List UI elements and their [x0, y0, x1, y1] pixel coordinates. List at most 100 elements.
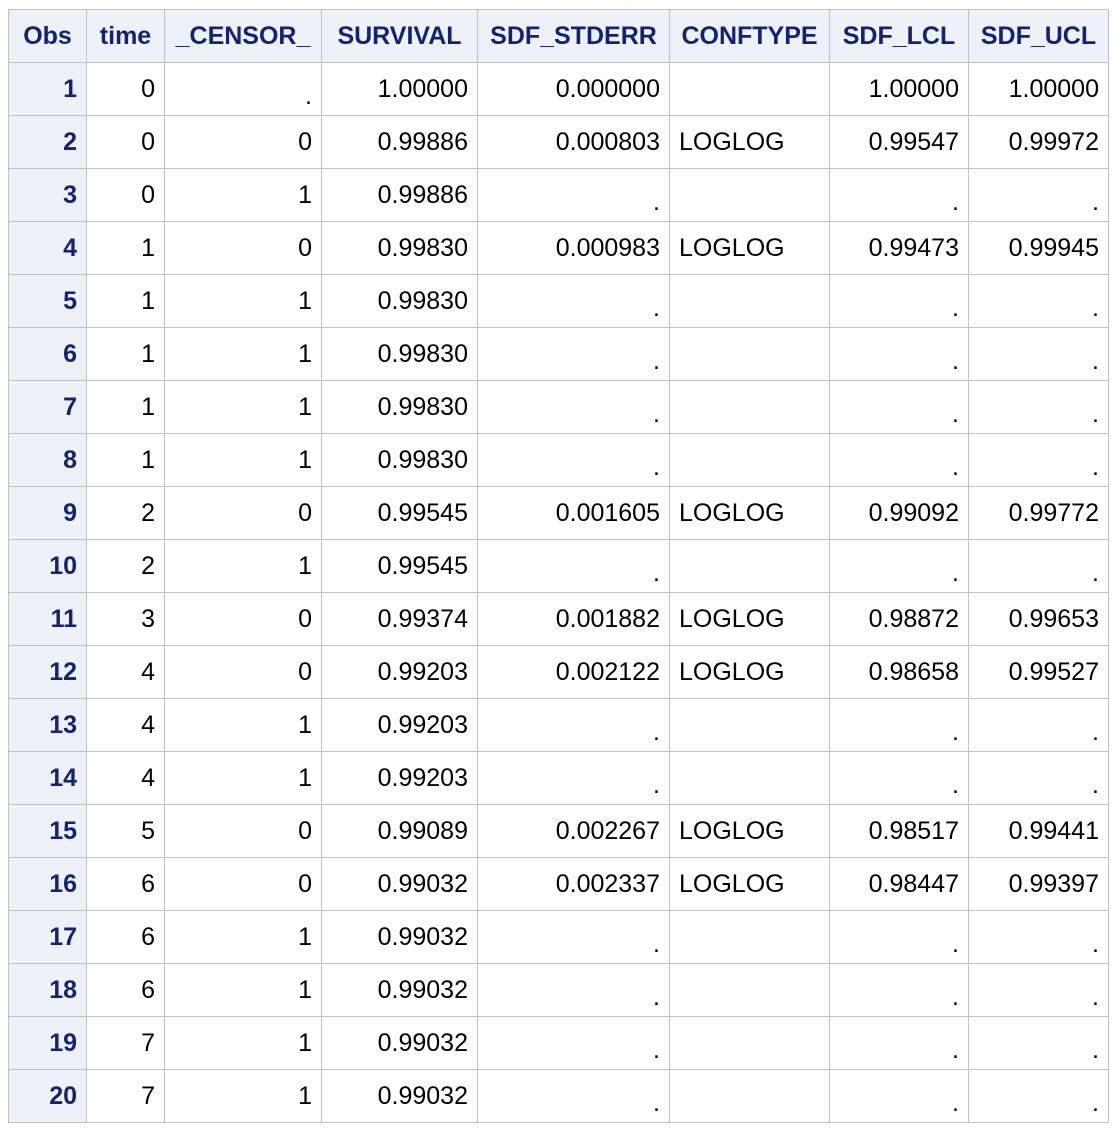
table-row: 5 1 1 0.99830... — [8, 274, 1109, 328]
table-row: 7 1 1 0.99830... — [8, 380, 1109, 434]
obs-cell: 12 — [8, 645, 87, 699]
censor-cell: 1 — [164, 1016, 322, 1070]
sdf-lcl-cell: 0.99473 — [829, 221, 969, 275]
sdf-lcl-cell: 0.98517 — [829, 804, 969, 858]
survival-cell: 1.00000 — [321, 62, 478, 116]
conftype-cell — [669, 698, 830, 752]
time-cell: 2 — [86, 486, 165, 540]
sdf-stderr-cell: . — [477, 751, 670, 805]
obs-cell: 1 — [8, 62, 87, 116]
table-row: 14 4 1 0.99203... — [8, 751, 1109, 805]
censor-cell: 1 — [164, 963, 322, 1017]
column-header-conftype: CONFTYPE — [669, 9, 830, 63]
obs-cell: 9 — [8, 486, 87, 540]
censor-cell: . — [164, 62, 322, 116]
sdf-ucl-cell: . — [968, 433, 1109, 487]
column-header-time: time — [86, 9, 165, 63]
censor-cell: 1 — [164, 274, 322, 328]
censor-cell: 0 — [164, 221, 322, 275]
time-cell: 0 — [86, 115, 165, 169]
survival-cell: 0.99203 — [321, 751, 478, 805]
obs-cell: 7 — [8, 380, 87, 434]
survival-cell: 0.99203 — [321, 645, 478, 699]
survival-cell: 0.99032 — [321, 910, 478, 964]
conftype-cell: LOGLOG — [669, 221, 830, 275]
time-cell: 5 — [86, 804, 165, 858]
sdf-stderr-cell: . — [477, 380, 670, 434]
sdf-stderr-cell: . — [477, 274, 670, 328]
sdf-ucl-cell: . — [968, 751, 1109, 805]
sdf-ucl-cell: . — [968, 168, 1109, 222]
sdf-lcl-cell: . — [829, 698, 969, 752]
conftype-cell — [669, 274, 830, 328]
column-header-sdf-ucl: SDF_UCL — [968, 9, 1109, 63]
table-row: 2 0 0 0.99886 0.000803 LOGLOG 0.99547 0.99972 — [8, 115, 1109, 169]
time-cell: 7 — [86, 1016, 165, 1070]
sdf-ucl-cell: 0.99527 — [968, 645, 1109, 699]
obs-cell: 5 — [8, 274, 87, 328]
time-cell: 4 — [86, 751, 165, 805]
sdf-ucl-cell: 0.99653 — [968, 592, 1109, 646]
sdf-lcl-cell: 0.99092 — [829, 486, 969, 540]
sdf-ucl-cell: . — [968, 698, 1109, 752]
time-cell: 7 — [86, 1069, 165, 1123]
survival-cell: 0.99032 — [321, 857, 478, 911]
sdf-ucl-cell: . — [968, 910, 1109, 964]
sdf-lcl-cell: . — [829, 168, 969, 222]
survival-cell: 0.99089 — [321, 804, 478, 858]
obs-cell: 18 — [8, 963, 87, 1017]
censor-cell: 1 — [164, 327, 322, 381]
sdf-ucl-cell: 0.99397 — [968, 857, 1109, 911]
time-cell: 6 — [86, 910, 165, 964]
sdf-lcl-cell: . — [829, 433, 969, 487]
sdf-ucl-cell: . — [968, 1069, 1109, 1123]
sdf-ucl-cell: . — [968, 274, 1109, 328]
conftype-cell: LOGLOG — [669, 115, 830, 169]
censor-cell: 0 — [164, 115, 322, 169]
table-row: 15 5 0 0.99089 0.002267 LOGLOG 0.98517 0.99441 — [8, 804, 1109, 858]
sdf-stderr-cell: . — [477, 433, 670, 487]
sdf-stderr-cell: 0.001882 — [477, 592, 670, 646]
conftype-cell: LOGLOG — [669, 645, 830, 699]
obs-cell: 19 — [8, 1016, 87, 1070]
survival-cell: 0.99886 — [321, 115, 478, 169]
sdf-ucl-cell: . — [968, 327, 1109, 381]
sdf-stderr-cell: 0.002267 — [477, 804, 670, 858]
sdf-stderr-cell: . — [477, 1016, 670, 1070]
censor-cell: 1 — [164, 698, 322, 752]
sdf-lcl-cell: . — [829, 380, 969, 434]
survival-cell: 0.99032 — [321, 1069, 478, 1123]
conftype-cell — [669, 327, 830, 381]
sdf-lcl-cell: . — [829, 539, 969, 593]
sdf-stderr-cell: . — [477, 1069, 670, 1123]
table-row: 16 6 0 0.99032 0.002337 LOGLOG 0.98447 0.99397 — [8, 857, 1109, 911]
sdf-lcl-cell: . — [829, 910, 969, 964]
survival-cell: 0.99830 — [321, 221, 478, 275]
sdf-ucl-cell: 0.99441 — [968, 804, 1109, 858]
conftype-cell: LOGLOG — [669, 592, 830, 646]
conftype-cell — [669, 1069, 830, 1123]
conftype-cell — [669, 380, 830, 434]
obs-cell: 2 — [8, 115, 87, 169]
obs-cell: 10 — [8, 539, 87, 593]
conftype-cell — [669, 751, 830, 805]
obs-cell: 13 — [8, 698, 87, 752]
censor-cell: 1 — [164, 910, 322, 964]
time-cell: 2 — [86, 539, 165, 593]
sdf-lcl-cell: 0.98658 — [829, 645, 969, 699]
time-cell: 4 — [86, 645, 165, 699]
column-header-obs: Obs — [8, 9, 87, 63]
censor-cell: 0 — [164, 486, 322, 540]
survival-cell: 0.99886 — [321, 168, 478, 222]
survival-data-table: Obs time _CENSOR_ SURVIVAL SDF_STDERR CO… — [8, 9, 1109, 1123]
time-cell: 6 — [86, 963, 165, 1017]
obs-cell: 8 — [8, 433, 87, 487]
conftype-cell — [669, 910, 830, 964]
obs-cell: 16 — [8, 857, 87, 911]
conftype-cell — [669, 963, 830, 1017]
obs-cell: 20 — [8, 1069, 87, 1123]
header-row: Obs time _CENSOR_ SURVIVAL SDF_STDERR CO… — [8, 9, 1109, 63]
sdf-stderr-cell: . — [477, 910, 670, 964]
table-row: 19 7 1 0.99032... — [8, 1016, 1109, 1070]
survival-cell: 0.99545 — [321, 486, 478, 540]
